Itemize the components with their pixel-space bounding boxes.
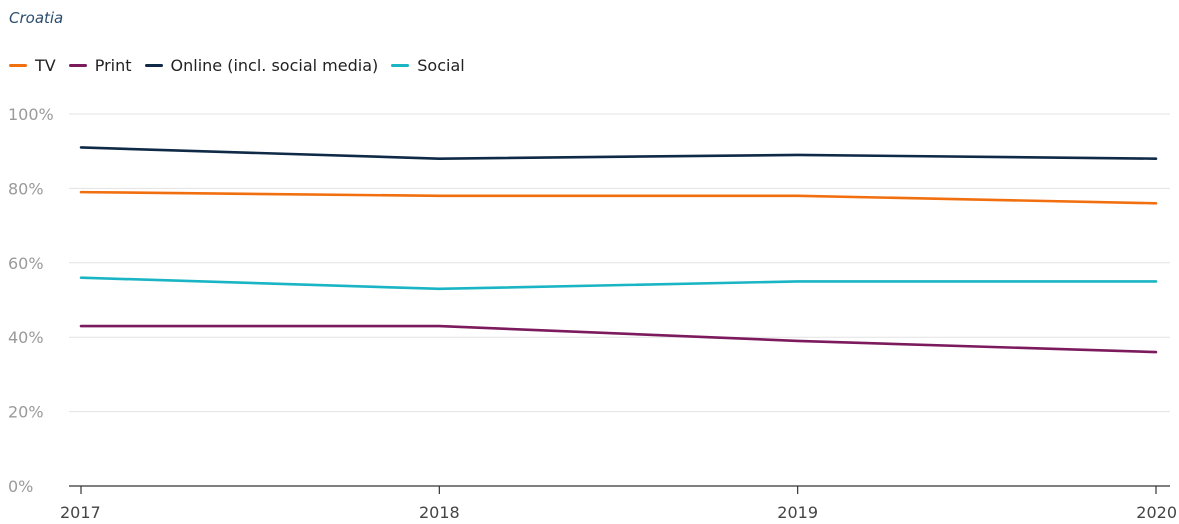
x-axis [69, 485, 1170, 494]
series-line-tv [79, 190, 1158, 205]
x-tick-label: 2019 [777, 503, 818, 522]
series-line-print [79, 324, 1158, 354]
y-tick-label: 40% [8, 328, 44, 347]
legend-label-social: Social [417, 56, 465, 75]
x-tick-label: 2018 [419, 503, 460, 522]
series-line-social [79, 276, 1158, 291]
x-tick-label: 2020 [1136, 503, 1177, 522]
y-tick-label: 80% [8, 179, 44, 198]
legend-label-online: Online (incl. social media) [170, 56, 379, 75]
legend-item-online: Online (incl. social media) [144, 56, 379, 75]
y-tick-label: 60% [8, 254, 44, 273]
tick-labels: 0% 20% 40% 60% 80% 100% 2017 2018 2019 2020 [8, 105, 1177, 522]
x-tick-label: 2017 [60, 503, 101, 522]
y-tick-label: 0% [8, 477, 33, 496]
y-tick-label: 100% [8, 105, 54, 124]
legend-swatch-online [144, 64, 163, 67]
legend-swatch-social [391, 64, 410, 67]
series-lines [79, 146, 1158, 354]
gridlines [69, 113, 1170, 413]
legend-item-social: Social [391, 56, 465, 75]
series-line-online [79, 146, 1158, 160]
legend-item-print: Print [68, 56, 132, 75]
legend-label-tv: TV [35, 56, 56, 75]
y-tick-label: 20% [8, 403, 44, 422]
chart-subtitle: Croatia [9, 9, 64, 27]
legend-swatch-tv [9, 64, 27, 67]
legend: TV Print Online (incl. social media) Soc… [9, 56, 478, 75]
legend-item-tv: TV [9, 56, 56, 75]
legend-swatch-print [68, 64, 87, 67]
legend-label-print: Print [94, 56, 132, 75]
